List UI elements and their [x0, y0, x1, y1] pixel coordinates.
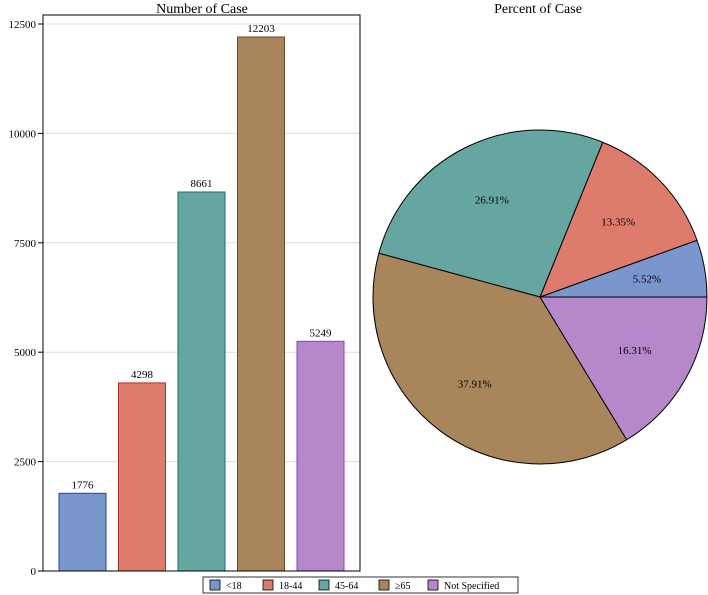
bar--65	[237, 36, 285, 572]
legend: <18 18-44 45-64 ≥65 Not Specified	[202, 576, 519, 594]
legend-swatch	[427, 579, 439, 591]
y-tick-label: 0	[31, 566, 37, 578]
legend-label: ≥65	[395, 581, 411, 592]
y-tick-label: 2500	[14, 457, 37, 469]
y-tick-label: 7500	[14, 238, 37, 250]
bar-data-label: 4298	[131, 369, 154, 381]
pie-slice-45-64	[378, 129, 604, 298]
pie-data-label: 37.91%	[458, 379, 492, 391]
bar-data-label: 8661	[191, 178, 213, 190]
y-tick-label: 10000	[9, 128, 37, 140]
pie-data-label: 26.91%	[475, 195, 509, 207]
bar-data-label: 12203	[247, 23, 275, 35]
pie-slice-18-44	[539, 141, 698, 298]
legend-swatch	[209, 579, 221, 591]
legend-label: <18	[226, 581, 242, 592]
bar-chart-title: Number of Case	[156, 2, 248, 17]
legend-label: Not Specified	[444, 581, 499, 592]
y-tick-label: 12500	[9, 19, 37, 31]
bar-series: 1776 4298 8661 12203 5249	[58, 23, 345, 572]
legend-swatch	[378, 579, 390, 591]
pie-data-label: 5.52%	[633, 273, 661, 285]
y-axis: 0 2500 5000 7500 10000 12500	[9, 19, 43, 578]
pie-slices: 5.52% 13.35% 26.91% 37.91% 16.31%	[372, 129, 708, 465]
bar-data-label: 5249	[310, 327, 333, 339]
bar-45-64	[177, 191, 226, 572]
bar--18	[58, 492, 107, 572]
pie-slice--65	[372, 252, 628, 465]
bar-18-44	[118, 382, 166, 572]
bar-plot-frame	[42, 14, 361, 572]
bar-not-specified	[296, 340, 345, 572]
legend-label: 18-44	[279, 581, 302, 592]
pie-slice-not-specified	[539, 296, 708, 441]
pie-data-label: 13.35%	[601, 217, 635, 229]
legend-frame	[202, 576, 519, 594]
legend-label: 45-64	[335, 581, 358, 592]
pie-data-label: 16.31%	[618, 345, 652, 357]
pie-chart: Percent of Case 5.52% 13.35% 26.91% 37.91% 1…	[372, 2, 708, 465]
pie-chart-title: Percent of Case	[494, 2, 582, 17]
bar-chart: Number of Case 0 2500 5000 7500 10000 12500 1…	[9, 2, 361, 578]
legend-swatch	[262, 579, 274, 591]
y-tick-label: 5000	[14, 347, 37, 359]
bar-data-label: 1776	[72, 479, 95, 491]
legend-swatch	[318, 579, 330, 591]
